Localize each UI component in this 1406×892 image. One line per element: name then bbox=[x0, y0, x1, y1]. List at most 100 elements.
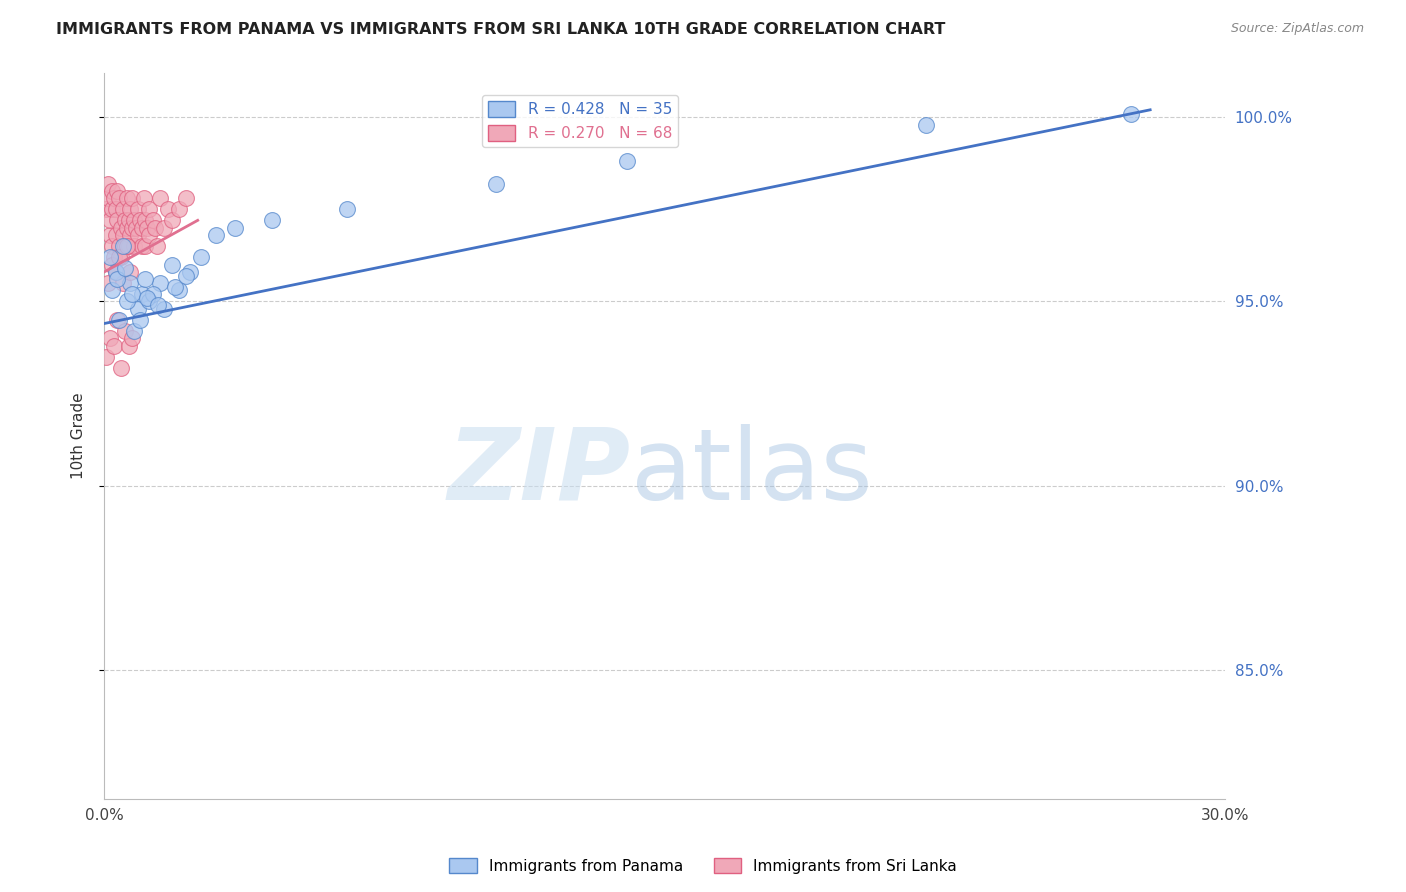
Point bbox=[98, 331, 121, 345]
Point bbox=[111, 202, 134, 217]
Point bbox=[915, 118, 938, 132]
Point bbox=[105, 313, 128, 327]
Point bbox=[128, 313, 150, 327]
Point bbox=[160, 258, 183, 272]
Point bbox=[127, 228, 149, 243]
Point bbox=[262, 213, 284, 227]
Point bbox=[97, 177, 120, 191]
Point bbox=[122, 324, 145, 338]
Point bbox=[108, 239, 131, 253]
Point bbox=[114, 324, 136, 338]
Point bbox=[138, 294, 160, 309]
Point bbox=[131, 287, 153, 301]
Point bbox=[108, 191, 131, 205]
Point bbox=[143, 220, 166, 235]
Text: Source: ZipAtlas.com: Source: ZipAtlas.com bbox=[1230, 22, 1364, 36]
Point bbox=[120, 202, 142, 217]
Point bbox=[104, 228, 127, 243]
Point bbox=[117, 338, 139, 352]
Point bbox=[160, 213, 183, 227]
Point bbox=[96, 202, 118, 217]
Point bbox=[134, 213, 156, 227]
Point bbox=[121, 331, 143, 345]
Point bbox=[114, 213, 136, 227]
Point bbox=[115, 220, 138, 235]
Point bbox=[131, 239, 153, 253]
Point bbox=[105, 213, 128, 227]
Point bbox=[111, 276, 134, 290]
Point bbox=[190, 250, 212, 264]
Point bbox=[125, 220, 148, 235]
Point bbox=[98, 213, 121, 227]
Point bbox=[103, 250, 125, 264]
Point bbox=[122, 239, 145, 253]
Point bbox=[117, 213, 139, 227]
Y-axis label: 10th Grade: 10th Grade bbox=[72, 392, 86, 479]
Point bbox=[110, 250, 132, 264]
Point bbox=[121, 220, 143, 235]
Text: IMMIGRANTS FROM PANAMA VS IMMIGRANTS FROM SRI LANKA 10TH GRADE CORRELATION CHART: IMMIGRANTS FROM PANAMA VS IMMIGRANTS FRO… bbox=[56, 22, 946, 37]
Point bbox=[167, 202, 190, 217]
Point bbox=[134, 272, 156, 286]
Point bbox=[104, 202, 127, 217]
Text: ZIP: ZIP bbox=[449, 424, 631, 521]
Point bbox=[120, 276, 142, 290]
Point bbox=[485, 177, 508, 191]
Point bbox=[108, 313, 131, 327]
Point bbox=[110, 360, 132, 375]
Point bbox=[616, 154, 638, 169]
Point bbox=[97, 191, 120, 205]
Legend: Immigrants from Panama, Immigrants from Sri Lanka: Immigrants from Panama, Immigrants from … bbox=[443, 852, 963, 880]
Text: atlas: atlas bbox=[631, 424, 873, 521]
Point bbox=[100, 184, 122, 198]
Point bbox=[103, 191, 125, 205]
Point bbox=[110, 220, 132, 235]
Point bbox=[149, 276, 172, 290]
Point bbox=[138, 202, 160, 217]
Point bbox=[120, 228, 142, 243]
Point bbox=[136, 220, 159, 235]
Point bbox=[98, 228, 121, 243]
Point bbox=[114, 261, 136, 276]
Point bbox=[142, 213, 165, 227]
Point bbox=[111, 239, 134, 253]
Point bbox=[205, 228, 228, 243]
Point bbox=[136, 291, 159, 305]
Point bbox=[105, 184, 128, 198]
Point bbox=[100, 283, 122, 297]
Point bbox=[138, 228, 160, 243]
Point bbox=[115, 239, 138, 253]
Point bbox=[103, 338, 125, 352]
Point bbox=[97, 276, 120, 290]
Point bbox=[134, 239, 156, 253]
Point bbox=[179, 265, 201, 279]
Point bbox=[145, 239, 167, 253]
Point bbox=[149, 191, 172, 205]
Point bbox=[165, 279, 187, 293]
Point bbox=[127, 202, 149, 217]
Point bbox=[100, 258, 122, 272]
Point bbox=[131, 220, 153, 235]
Point bbox=[224, 220, 246, 235]
Point bbox=[108, 250, 131, 264]
Point bbox=[176, 191, 198, 205]
Point bbox=[336, 202, 359, 217]
Point bbox=[128, 213, 150, 227]
Point bbox=[127, 301, 149, 316]
Point bbox=[121, 287, 143, 301]
Point bbox=[122, 213, 145, 227]
Point bbox=[115, 191, 138, 205]
Point bbox=[167, 283, 190, 297]
Point bbox=[176, 268, 198, 283]
Point bbox=[153, 220, 176, 235]
Point bbox=[100, 239, 122, 253]
Point bbox=[132, 191, 155, 205]
Point bbox=[100, 202, 122, 217]
Point bbox=[104, 265, 127, 279]
Legend: R = 0.428   N = 35, R = 0.270   N = 68: R = 0.428 N = 35, R = 0.270 N = 68 bbox=[482, 95, 678, 147]
Point bbox=[111, 228, 134, 243]
Point bbox=[1121, 106, 1143, 120]
Point bbox=[96, 350, 118, 364]
Point bbox=[98, 250, 121, 264]
Point bbox=[105, 272, 128, 286]
